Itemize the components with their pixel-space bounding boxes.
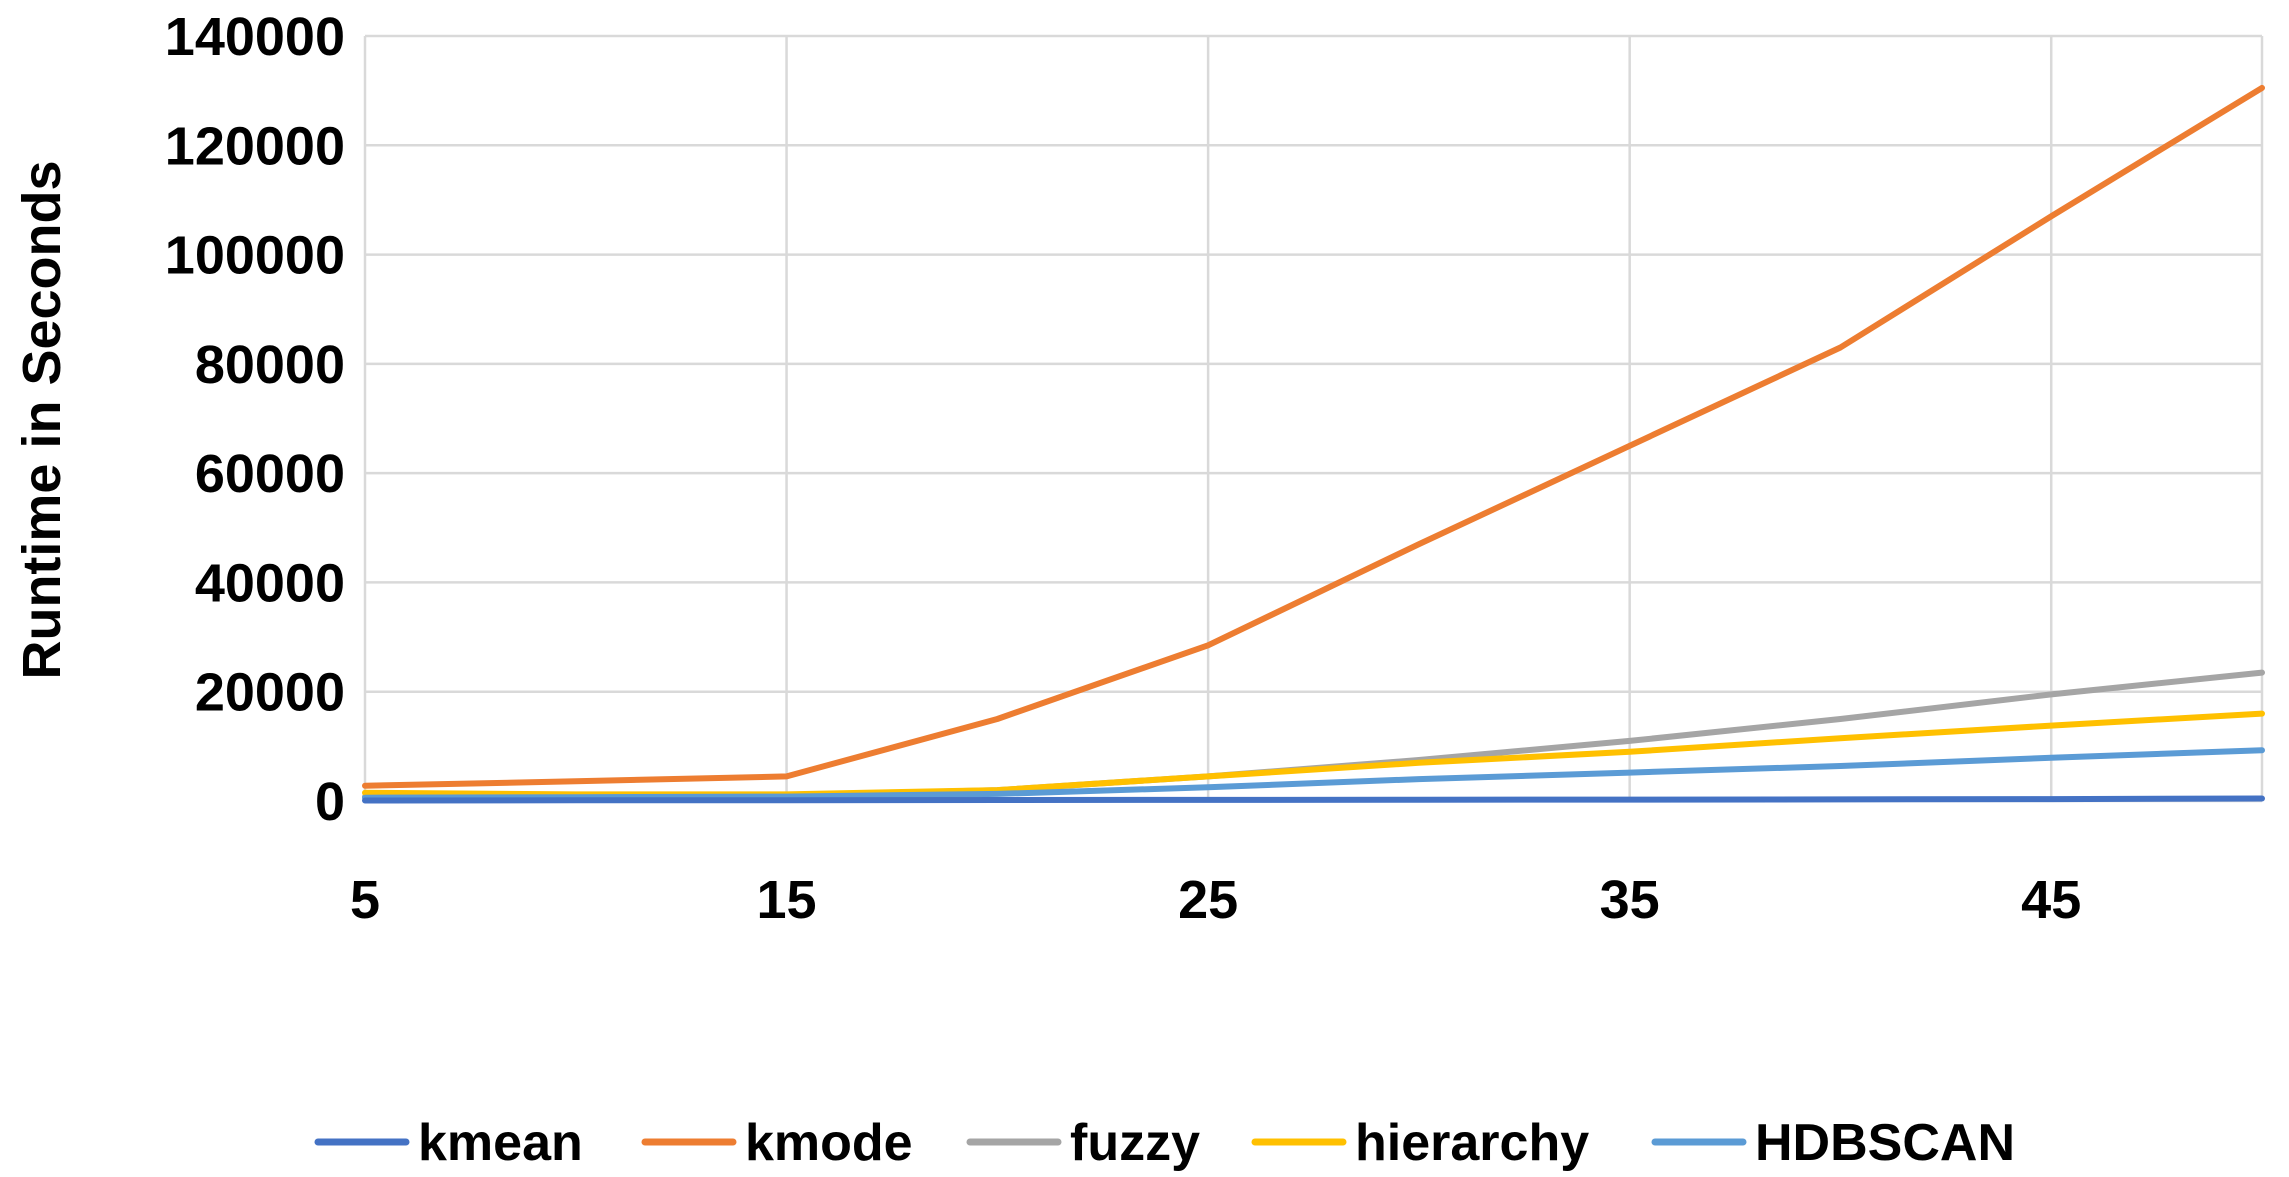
series-lines <box>362 84 2265 804</box>
legend-label-hierarchy: hierarchy <box>1355 1114 1589 1172</box>
x-tick-label: 5 <box>350 870 380 930</box>
y-tick-label: 0 <box>315 772 345 832</box>
legend-label-fuzzy: fuzzy <box>1070 1114 1200 1172</box>
x-axis-ticks: 5 15 25 35 45 <box>350 870 2081 930</box>
grid <box>363 34 2264 803</box>
y-axis-ticks: 0 20000 40000 60000 80000 100000 120000 140000 <box>165 7 345 832</box>
legend: kmean kmode fuzzy hierarchy HDBSCAN <box>314 1114 2015 1172</box>
y-tick-label: 100000 <box>165 226 345 286</box>
series-line-kmode <box>362 84 2265 789</box>
series-line-kmean <box>362 795 2265 804</box>
series-line-hdbscan <box>362 747 2265 801</box>
legend-label-hdbscan: HDBSCAN <box>1755 1114 2015 1172</box>
x-tick-label: 25 <box>1178 870 1238 930</box>
y-tick-label: 60000 <box>195 444 345 504</box>
x-tick-label: 35 <box>1600 870 1660 930</box>
y-axis-title: Runtime in Seconds <box>12 160 72 679</box>
y-tick-label: 80000 <box>195 335 345 395</box>
x-tick-label: 15 <box>757 870 817 930</box>
legend-label-kmean: kmean <box>418 1114 583 1172</box>
legend-label-kmode: kmode <box>745 1114 913 1172</box>
y-tick-label: 40000 <box>195 553 345 613</box>
y-tick-label: 120000 <box>165 116 345 176</box>
x-tick-label: 45 <box>2021 870 2081 930</box>
y-tick-label: 140000 <box>165 7 345 67</box>
y-tick-label: 20000 <box>195 663 345 723</box>
